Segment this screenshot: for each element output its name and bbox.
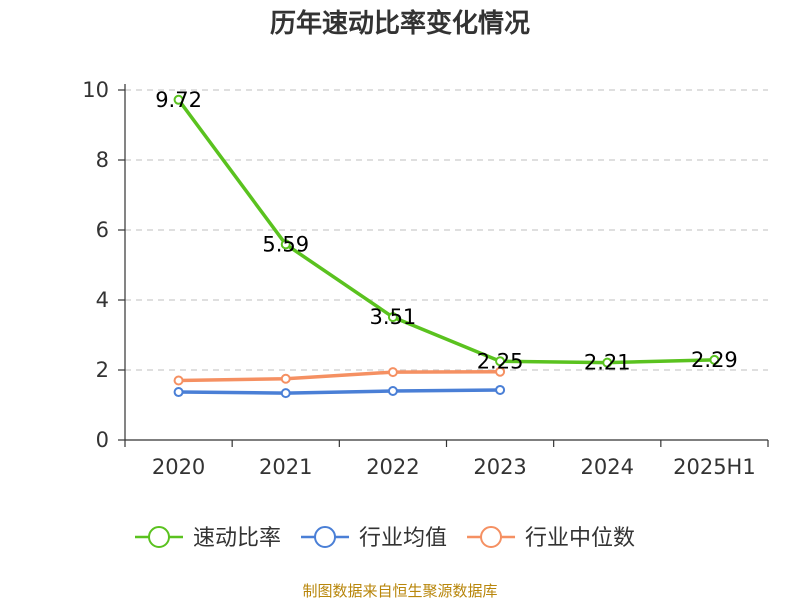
data-point[interactable] [602,357,613,368]
legend-label: 行业均值 [359,526,447,551]
data-label: 9.72 [155,88,202,112]
legend-item[interactable]: 速动比率 [135,526,281,551]
legend-item[interactable]: 行业均值 [301,526,447,551]
legend[interactable]: 速动比率 行业均值 行业中位数 [135,526,635,551]
data-point[interactable] [173,94,184,105]
data-point[interactable] [387,386,398,396]
y-tick-label: 2 [96,358,109,382]
series-line-1 [178,388,501,395]
y-tick-label: 4 [96,288,109,312]
data-point[interactable] [495,384,506,395]
data-point[interactable] [280,388,291,399]
legend-item[interactable]: 行业中位数 [467,526,635,551]
data-point[interactable] [387,367,398,378]
y-tick-label: 0 [96,428,109,452]
y-tick-label: 8 [96,148,109,172]
data-point[interactable] [495,356,506,367]
data-labels: 9.72 5.59 3.51 2.25 2.21 2.29 [155,88,738,375]
data-label: 2.25 [477,349,524,373]
data-label: 5.59 [262,232,309,256]
x-tick-label: 2021 [259,455,312,479]
source-note: 制图数据来自恒生聚源数据库 [302,582,497,600]
series-line-2 [178,370,501,383]
data-point[interactable] [173,375,184,386]
series-lines [173,94,720,399]
data-point[interactable] [280,239,291,250]
x-tick-label: 2024 [581,455,634,479]
data-label: 3.51 [370,305,417,329]
y-tick-label: 10 [82,78,109,102]
data-label: 2.29 [691,348,738,372]
legend-marker-icon [148,526,170,548]
legend-label: 行业中位数 [525,526,635,551]
x-tick-label: 2020 [152,455,205,479]
data-point[interactable] [173,387,184,398]
chart-title: 历年速动比率变化情况 [270,8,530,39]
x-tick-label: 2023 [473,455,526,479]
legend-marker-icon [480,526,503,548]
data-point[interactable] [709,354,720,365]
data-point[interactable] [387,312,398,323]
x-tick-label: 2025H1 [673,455,756,479]
axes: 0 2 4 6 8 10 2020 2021 2022 2023 2024 2025H1 [82,78,769,479]
y-tick-label: 6 [96,218,109,242]
data-label: 2.21 [584,351,631,375]
gridlines [125,89,768,371]
series-line-0 [177,98,715,365]
data-point[interactable] [280,373,291,384]
legend-marker-icon [314,526,337,548]
legend-label: 速动比率 [193,526,281,551]
x-tick-label: 2022 [366,455,419,479]
data-point[interactable] [495,366,506,377]
